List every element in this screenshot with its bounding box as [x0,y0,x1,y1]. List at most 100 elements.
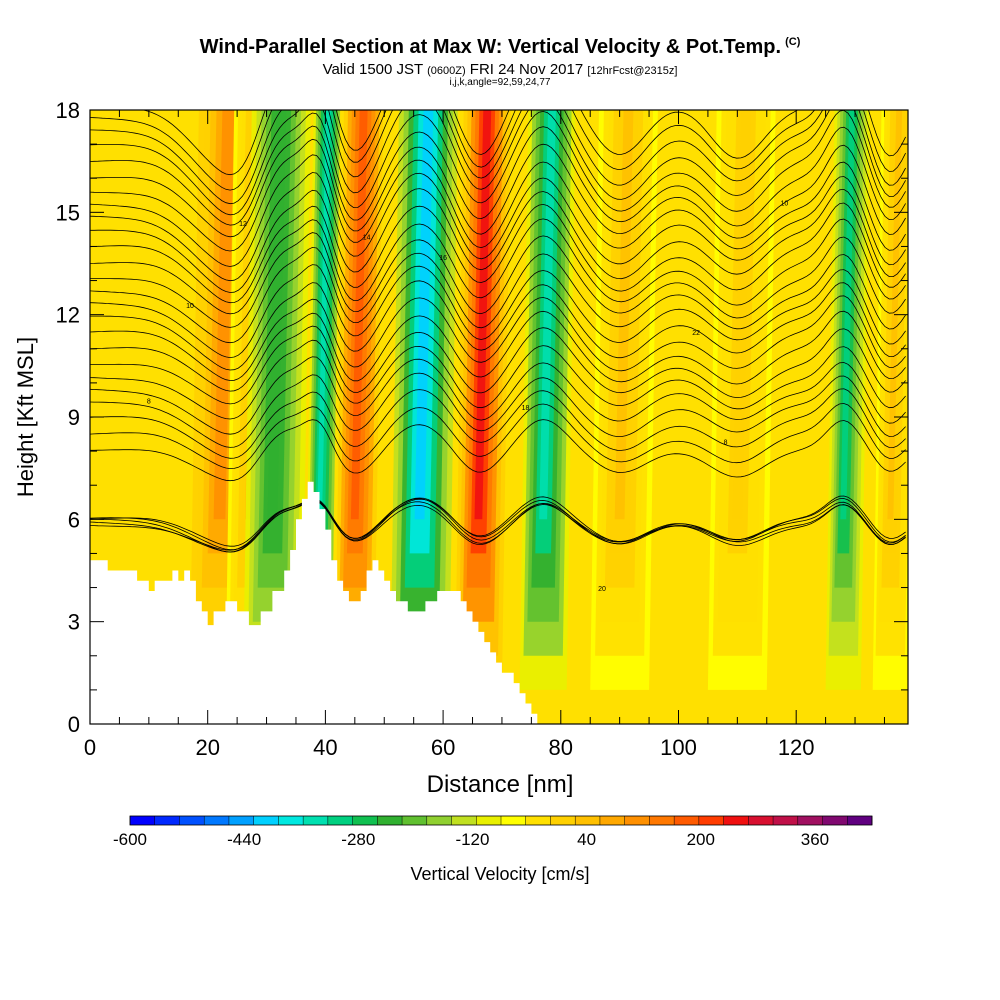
colorbar-swatch [154,816,180,825]
contour-line-0 [90,495,906,547]
contour-label-9: 10 [781,201,789,208]
contour-label-3: 14 [363,235,371,242]
colorbar-swatch [253,816,279,825]
x-tick-label: 120 [778,735,815,760]
y-tick-label: 0 [68,712,80,737]
contour-line-25 [90,110,906,226]
colorbar-tick-label: 360 [801,830,829,849]
x-tick-label: 0 [84,735,96,760]
subtitle-forecast: [12hrFcst@2315z] [587,65,678,77]
axes: 0 20 40 60 80 100 120 0 3 6 9 12 15 18 [56,98,908,760]
colorbar-swatch [278,816,304,825]
subtitle-valid: Valid 1500 JST [322,61,423,78]
colorbar-swatch [130,816,156,825]
colorbar-swatch [179,816,205,825]
colorbar-tick-label: -600 [113,830,147,849]
chart-title-text: Wind-Parallel Section at Max W: Vertical… [199,36,782,58]
colorbar-swatch [550,816,576,825]
x-axis-label: Distance [nm] [427,771,574,798]
contour-label-8: 8 [724,439,728,446]
velocity-band-9-level-1 [732,110,752,520]
colorbar-tick-label: 40 [577,830,596,849]
x-tick-label: 60 [431,735,455,760]
contour-line-18 [90,218,906,315]
chart-title: Wind-Parallel Section at Max W: Vertical… [0,36,1000,59]
colorbar-swatch [698,816,724,825]
contour-line-21 [90,172,906,282]
contour-line-26 [90,110,906,216]
contour-line-8 [90,372,906,448]
section-params: i,j,k,angle=92,59,24,77 [449,77,551,88]
colorbar-swatch [451,816,477,825]
contour-line-23 [90,138,906,252]
contour-line-14 [90,280,906,371]
colorbar-swatch [476,816,502,825]
velocity-band-8-level-1 [614,110,634,520]
velocity-band-6-level-1 [474,110,492,520]
colorbar-swatch [624,816,650,825]
contour-line-29 [141,110,906,176]
colorbar-tick-label: -120 [455,830,489,849]
colorbar-swatch [649,816,675,825]
colorbar-swatch [352,816,378,825]
colorbar-swatch [822,816,848,825]
colorbar-tick-label: -280 [341,830,375,849]
velocity-band-7-level-1 [539,110,556,520]
contour-line-4 [90,499,906,551]
contour-line-12 [90,310,906,392]
colorbar-swatch [204,816,230,825]
colorbar-swatch [575,816,601,825]
potential-temperature-contours: 8 10 12 14 16 18 20 22 8 10 [90,110,906,593]
colorbar-swatch [674,816,700,825]
contour-line-28 [90,110,906,191]
contour-line-5 [90,419,906,482]
y-tick-label: 9 [68,405,80,430]
contour-label-6: 20 [598,586,606,593]
y-tick-label: 12 [56,303,80,328]
velocity-band-0-level-1 [213,110,235,520]
colorbar-swatch [599,816,625,825]
contour-label-0: 8 [147,398,151,405]
subtitle-utc: (0600Z) [427,65,466,77]
colorbar-swatch [723,816,749,825]
y-axis-label: Height [Kft MSL] [13,337,38,497]
contour-line-7 [90,388,906,459]
colorbar-swatch [228,816,254,825]
y-tick-label: 3 [68,610,80,635]
colorbar-swatch [501,816,527,825]
contour-line-13 [90,295,906,381]
copyright-mark: (C) [785,36,801,49]
colorbar-tick-label: -440 [227,830,261,849]
colorbar-swatch [377,816,403,825]
chart-subtitle: Valid 1500 JST (0600Z) FRI 24 Nov 2017 [… [0,61,1000,78]
contour-label-7: 22 [692,330,700,337]
contour-line-27 [90,110,906,205]
contour-line-6 [90,403,906,470]
y-tick-label: 18 [56,98,80,123]
contour-line-19 [90,202,906,304]
colorbar-swatch [773,816,799,825]
contour-line-1 [90,497,906,551]
colorbar-swatch [402,816,428,825]
contour-line-20 [90,188,906,293]
contour-line-24 [90,125,906,238]
x-tick-label: 20 [195,735,219,760]
colorbar-swatch [847,816,873,825]
contour-line-22 [90,154,906,267]
contour-label-5: 18 [522,405,530,412]
colorbar-swatch [303,816,329,825]
colorbar-swatch [525,816,551,825]
colorbar-swatch [797,816,823,825]
contour-label-1: 10 [186,303,194,310]
contour-line-11 [90,325,906,405]
velocity-band-5-level-1 [414,110,434,520]
velocity-band-10-level-1 [840,110,855,520]
colorbar-swatch [327,816,353,825]
x-tick-label: 40 [313,735,337,760]
colorbar-label: Vertical Velocity [cm/s] [410,864,589,884]
contour-label-2: 12 [239,221,247,228]
contour-line-17 [90,232,906,328]
colorbar-swatch [426,816,452,825]
velocity-band-4-level-1 [350,110,368,520]
